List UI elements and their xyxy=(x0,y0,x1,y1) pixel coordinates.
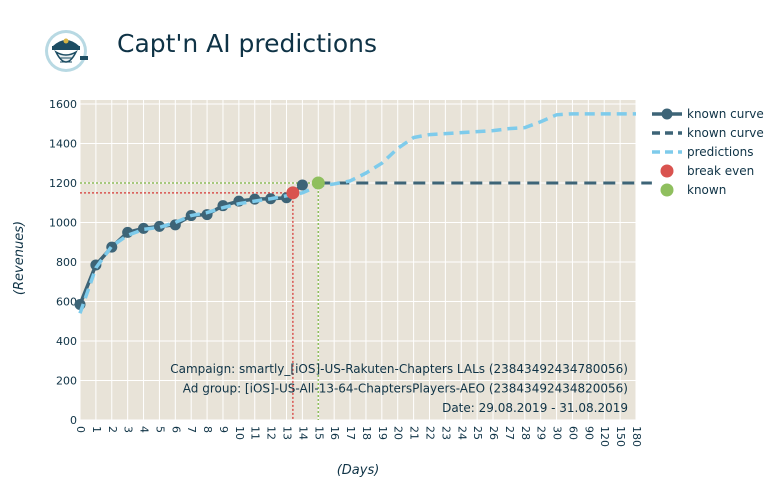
x-tick-label: 19 xyxy=(376,426,389,440)
x-tick-label: 26 xyxy=(487,426,500,440)
x-tick-label: 21 xyxy=(408,426,421,440)
x-tick-label: 28 xyxy=(519,426,532,440)
x-tick-label: 10 xyxy=(233,426,246,440)
marker-break-even xyxy=(286,186,300,200)
x-tick-label: 2 xyxy=(106,426,119,433)
known-curve-point xyxy=(296,179,308,191)
legend-label: break even xyxy=(687,164,754,178)
y-tick-label: 400 xyxy=(56,335,77,348)
x-tick-label: 20 xyxy=(392,426,405,440)
legend-swatch xyxy=(660,183,674,197)
captain-logo-icon xyxy=(45,30,88,72)
x-tick-label: 16 xyxy=(328,426,341,440)
x-tick-label: 27 xyxy=(503,426,516,440)
x-tick-label: 60 xyxy=(566,426,579,440)
x-tick-label: 24 xyxy=(455,426,468,440)
x-tick-label: 150 xyxy=(614,426,627,447)
x-tick-label: 12 xyxy=(265,426,278,440)
annotation-group: Campaign: smartly_[iOS]-US-Rakuten-Chapt… xyxy=(170,362,628,415)
marker-guide-lines xyxy=(80,182,320,420)
legend-swatch xyxy=(660,164,674,178)
annotation-line: Date: 29.08.2019 - 31.08.2019 xyxy=(442,401,628,415)
y-tick-label: 800 xyxy=(56,256,77,269)
y-tick-label: 1400 xyxy=(49,137,77,150)
y-tick-label: 1200 xyxy=(49,177,77,190)
y-tick-label: 0 xyxy=(70,414,77,427)
x-tick-label: 120 xyxy=(598,426,611,447)
x-tick-label: 1 xyxy=(90,426,103,433)
x-axis-label: (Days) xyxy=(337,463,380,478)
y-axis-label: (Revenues) xyxy=(12,221,27,295)
x-tick-label: 30 xyxy=(551,426,564,440)
x-tick-label: 5 xyxy=(153,426,166,433)
annotation-line: Ad group: [iOS]-US-All-13-64-ChaptersPla… xyxy=(183,382,628,396)
x-tick-label: 180 xyxy=(630,426,643,447)
x-tick-label: 22 xyxy=(423,426,436,440)
x-tick-label: 7 xyxy=(185,426,198,433)
x-tick-label: 18 xyxy=(360,426,373,440)
marker-group xyxy=(286,176,325,200)
x-tick-label: 8 xyxy=(201,426,214,433)
page-title: Capt'n AI predictions xyxy=(117,29,377,58)
legend-label: known curve xyxy=(687,126,764,140)
plot-background xyxy=(80,100,636,420)
legend-label: known xyxy=(687,183,726,197)
x-tick-label: 90 xyxy=(582,426,595,440)
y-tick-label: 1600 xyxy=(49,98,77,111)
x-tick-label: 17 xyxy=(344,426,357,440)
x-tick-label: 29 xyxy=(535,426,548,440)
y-tick-label: 200 xyxy=(56,374,77,387)
x-tick-label: 9 xyxy=(217,426,230,433)
x-tick-label: 14 xyxy=(296,426,309,440)
known-curve-point xyxy=(138,222,150,234)
legend-label: known curve xyxy=(687,107,764,121)
marker-known xyxy=(311,176,325,190)
legend-swatch-marker xyxy=(661,108,673,120)
x-tick-label: 25 xyxy=(471,426,484,440)
x-tick-label: 4 xyxy=(138,426,151,433)
x-tick-label: 11 xyxy=(249,426,262,440)
x-tick-label: 13 xyxy=(281,426,294,440)
x-tick-label: 3 xyxy=(122,426,135,433)
legend: known curve known curve predictions break e… xyxy=(652,107,764,197)
x-tick-labels: 0 1 2 3 4 5 6 7 8 9 10 11 12 13 14 15 16 17 18 19 20 21 22 23 24… xyxy=(74,426,643,447)
y-tick-label: 1000 xyxy=(49,216,77,229)
y-tick-labels: 0 200 400 600 800 1000 1200 1400 1600 xyxy=(49,98,77,427)
x-tick-label: 23 xyxy=(439,426,452,440)
x-tick-label: 0 xyxy=(74,426,87,433)
known-curve-point xyxy=(153,220,165,232)
legend-label: predictions xyxy=(687,145,753,159)
series-predictions-line xyxy=(78,112,636,314)
series-group xyxy=(74,112,652,314)
annotation-line: Campaign: smartly_[iOS]-US-Rakuten-Chapt… xyxy=(170,362,628,376)
x-tick-label: 6 xyxy=(169,426,182,433)
x-tick-label: 15 xyxy=(312,426,325,440)
y-tick-label: 600 xyxy=(56,295,77,308)
